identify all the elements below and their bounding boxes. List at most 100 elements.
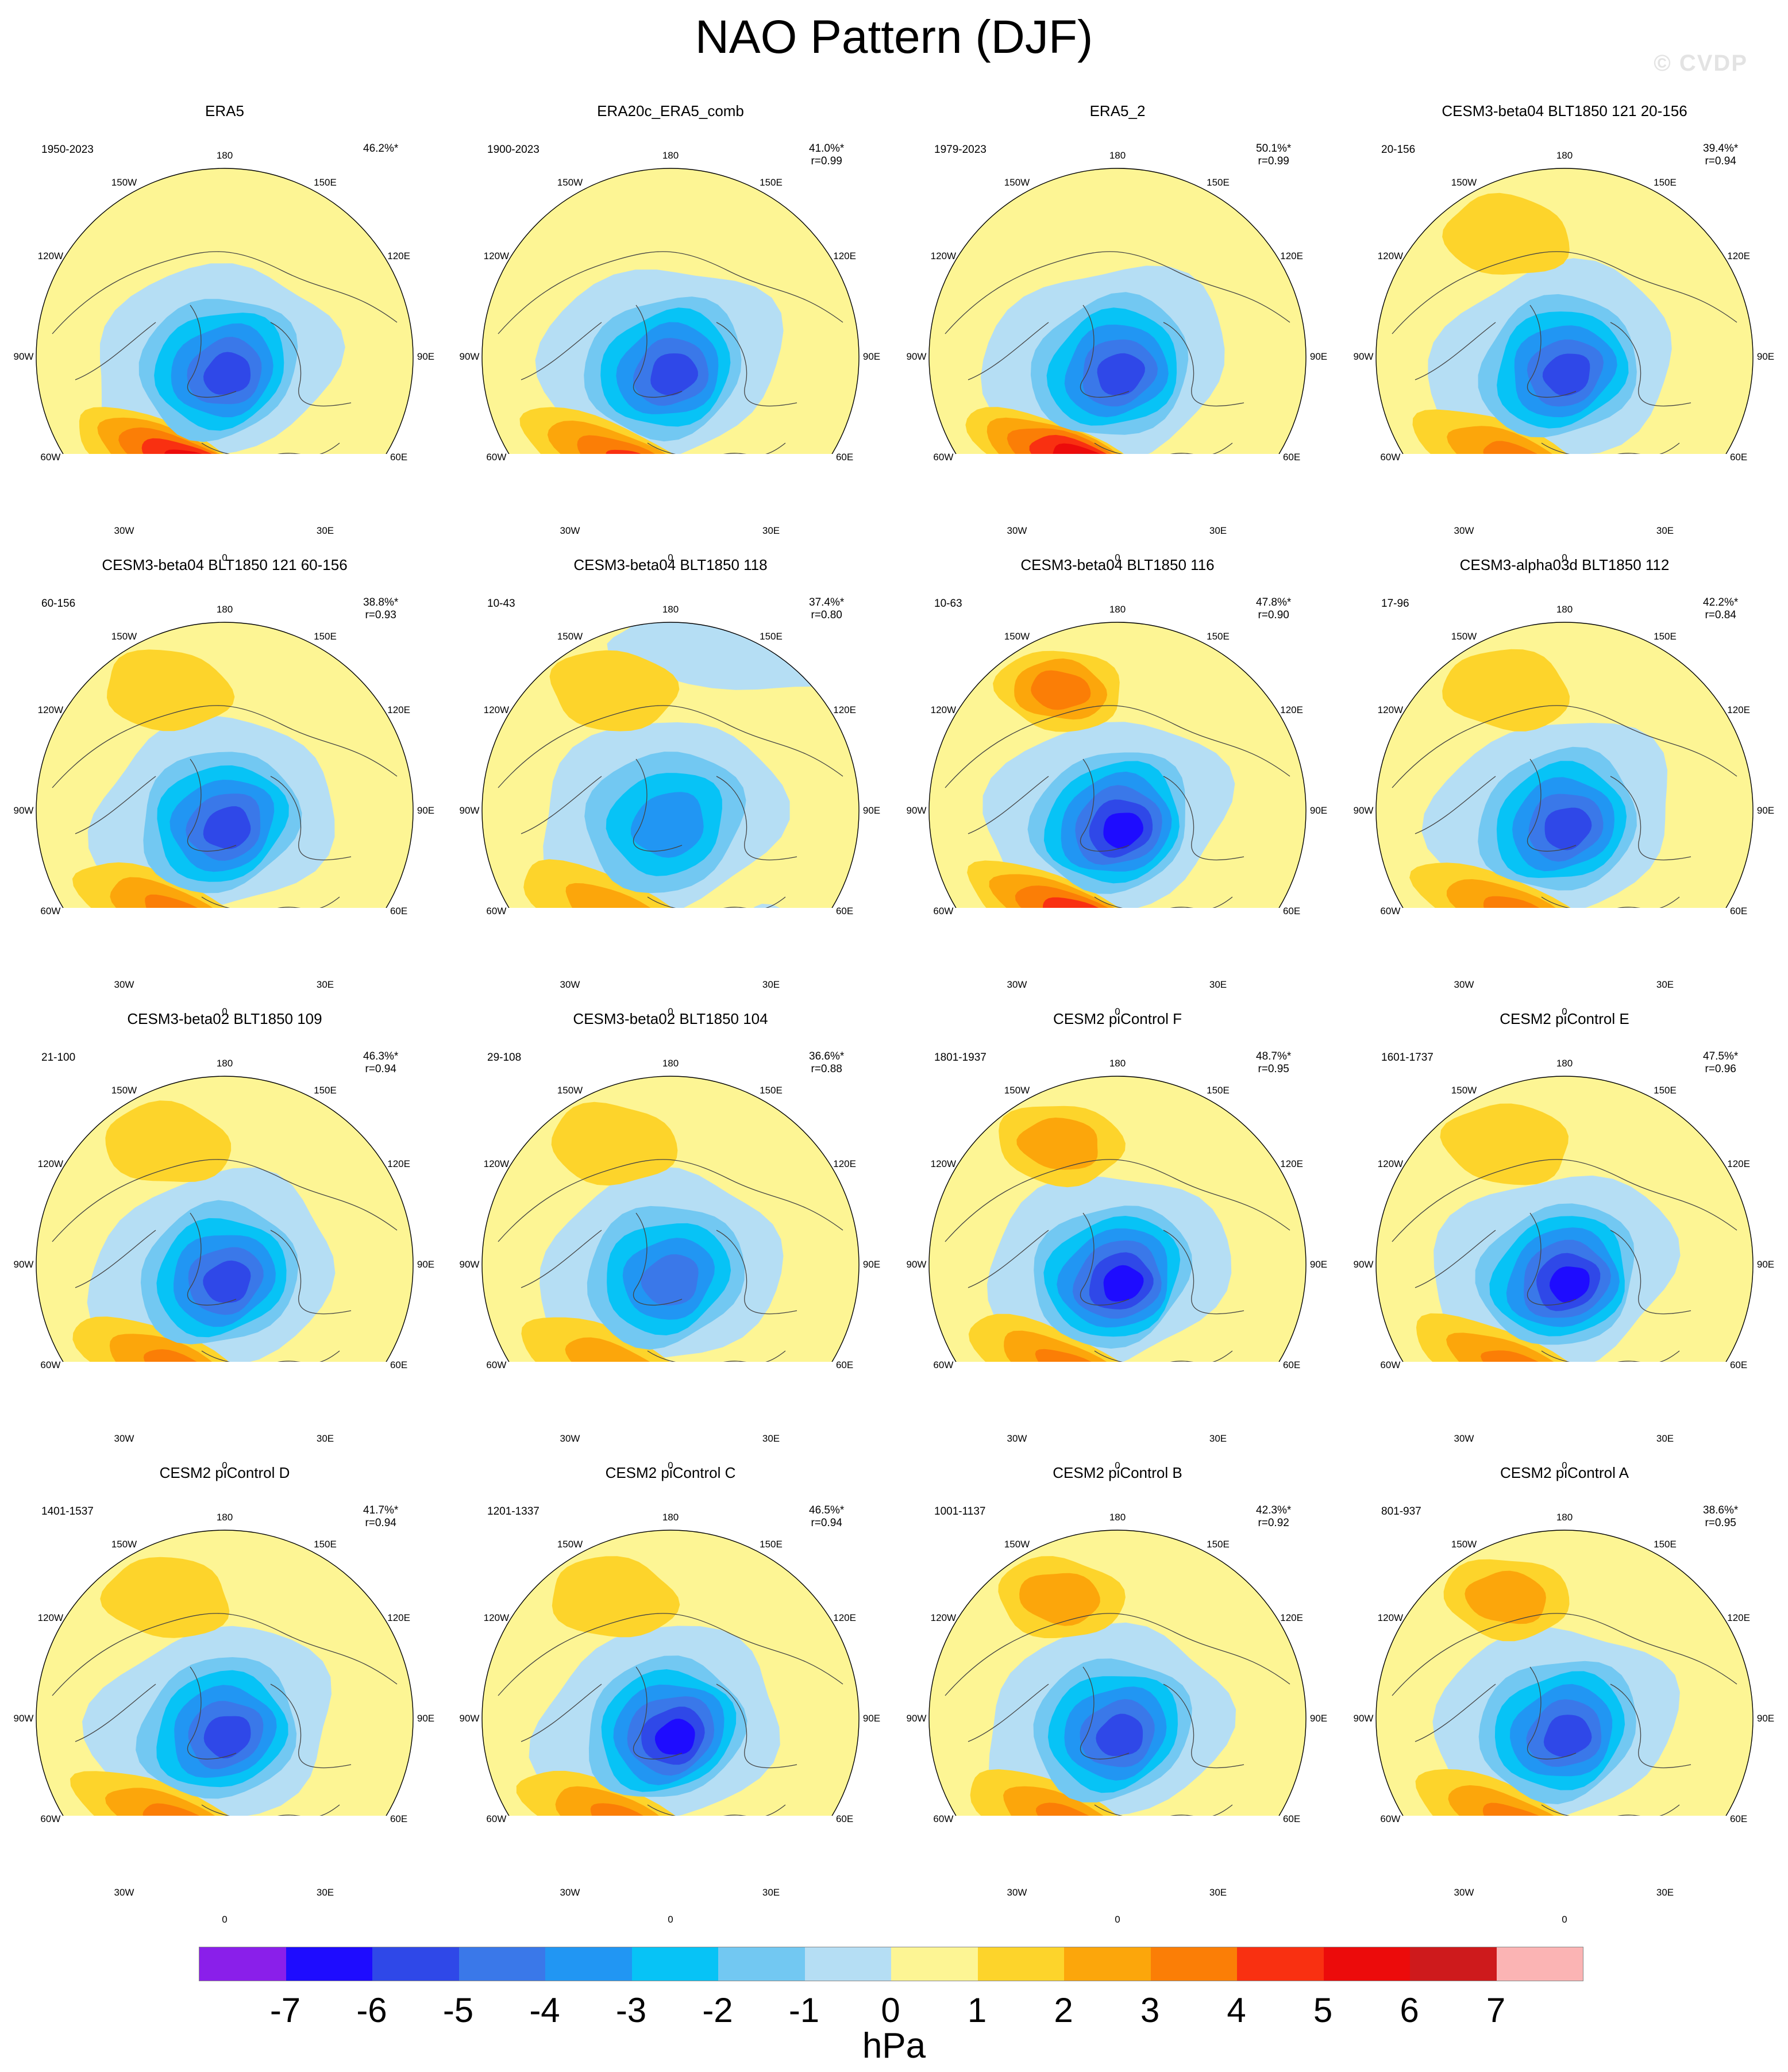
longitude-label: 30W — [114, 1433, 134, 1445]
map-boundary — [1375, 1530, 1754, 1816]
longitude-label: 30E — [316, 979, 334, 991]
longitude-label: 90W — [13, 351, 34, 362]
colorbar-tick-label: 0 — [881, 1991, 900, 2029]
coastline — [75, 1684, 156, 1742]
coastline — [1527, 1212, 1577, 1306]
longitude-label: 120W — [37, 704, 64, 715]
pattern-correlation: r=0.95 — [1705, 1517, 1736, 1529]
longitude-label: 150W — [557, 1084, 583, 1096]
colorbar-swatch — [1410, 1947, 1497, 1981]
positive-contour — [1016, 1118, 1098, 1170]
positive-contour — [1448, 1785, 1583, 1816]
colorbar-tick-label: 1 — [967, 1991, 987, 2029]
positive-contour — [1440, 1103, 1569, 1185]
longitude-label: 120W — [930, 704, 957, 715]
longitude-label: 90W — [13, 805, 34, 816]
longitude-label: 120W — [930, 1158, 957, 1169]
longitude-label: 120W — [483, 1158, 510, 1169]
longitude-label: 60E — [1282, 906, 1301, 916]
negative-contour — [1103, 812, 1143, 849]
longitude-label: 150E — [1207, 1538, 1230, 1550]
longitude-label: 30W — [560, 1433, 580, 1445]
longitude-label: 150E — [1207, 176, 1230, 188]
pattern-correlation: r=0.94 — [365, 1517, 396, 1529]
negative-contour — [1543, 1715, 1592, 1757]
longitude-label: 150W — [1004, 176, 1030, 188]
longitude-label: 90E — [1309, 351, 1328, 362]
positive-contour — [143, 1349, 226, 1362]
coastline — [647, 1350, 786, 1362]
longitude-label: 120E — [1727, 251, 1750, 261]
longitude-label: 60W — [40, 906, 61, 916]
longitude-label: 150E — [1654, 1084, 1677, 1096]
colorbar-swatch — [718, 1947, 805, 1981]
coastline — [270, 776, 352, 861]
coastline — [201, 442, 340, 454]
coastline — [1541, 1804, 1680, 1816]
longitude-label: 150E — [314, 1084, 337, 1096]
polar-map — [36, 168, 414, 454]
coastline — [945, 1613, 1290, 1696]
map-boundary — [36, 168, 414, 454]
panel-title: ERA5 — [205, 102, 244, 120]
coastline — [498, 1159, 843, 1242]
longitude-label: 60W — [933, 452, 954, 463]
map-panel: CESM2 piControl F 1801-1937 48.7%* r=0.95 18… — [894, 908, 1341, 1471]
coastline — [716, 1230, 797, 1315]
longitude-label: 90E — [1756, 1713, 1775, 1724]
polar-map — [481, 168, 860, 454]
coastline — [1610, 1230, 1691, 1315]
longitude-label: 30E — [1209, 1887, 1227, 1898]
coastline — [187, 1666, 237, 1760]
longitude-label: 30W — [1454, 979, 1474, 991]
longitude-label: 90W — [459, 1713, 480, 1724]
longitude-label: 30E — [316, 525, 334, 537]
longitude-label: 90W — [906, 1259, 927, 1270]
longitude-label: 180 — [1556, 1512, 1573, 1523]
coastline — [716, 1684, 797, 1769]
panel-stats: 46.3%* r=0.94 — [363, 1050, 398, 1076]
longitude-label: 90W — [459, 1259, 480, 1270]
panel-title: ERA20c_ERA5_comb — [597, 102, 744, 120]
longitude-label: 90E — [1756, 351, 1775, 362]
longitude-label: 150E — [1207, 630, 1230, 642]
colorbar-tick-label: 6 — [1400, 1991, 1419, 2029]
longitude-label: 150W — [1451, 1084, 1477, 1096]
panel-title: CESM3-beta04 BLT1850 121 20-156 — [1442, 102, 1687, 120]
colorbar-swatch — [458, 1947, 545, 1981]
longitude-label: 120E — [833, 251, 856, 261]
longitude-label: 0 — [1115, 1914, 1120, 1925]
longitude-label: 120E — [1280, 1612, 1303, 1623]
panel-stats: 38.6%* r=0.95 — [1703, 1504, 1738, 1530]
coastline — [1415, 322, 1496, 380]
positive-contour — [552, 1556, 680, 1638]
panel-stats: 36.6%* r=0.88 — [809, 1050, 844, 1076]
pattern-correlation: r=0.93 — [365, 609, 396, 621]
longitude-label: 30W — [114, 525, 134, 537]
coastline — [1163, 1684, 1244, 1769]
coastline — [1610, 1684, 1691, 1769]
panel-stats: 38.8%* r=0.93 — [363, 596, 398, 622]
longitude-label: 90W — [13, 1713, 34, 1724]
longitude-label: 0 — [1562, 1460, 1567, 1471]
longitude-label: 120W — [930, 251, 957, 261]
coastline — [945, 251, 1290, 334]
longitude-label: 90W — [1353, 805, 1374, 816]
longitude-label: 30W — [1007, 1433, 1027, 1445]
longitude-label: 60E — [835, 1359, 854, 1370]
colorbar-swatch — [631, 1947, 718, 1981]
coastline — [75, 776, 156, 834]
colorbar-swatch — [1323, 1947, 1410, 1981]
variance-explained: 50.1%* — [1256, 143, 1292, 155]
negative-contour — [203, 1716, 251, 1759]
longitude-label: 90W — [459, 805, 480, 816]
positive-contour — [1465, 1570, 1546, 1624]
longitude-label: 120E — [1727, 704, 1750, 715]
map-panel: CESM2 piControl B 1001-1137 42.3%* r=0.92 18… — [894, 1362, 1341, 1925]
colorbar-swatch — [977, 1947, 1064, 1981]
map-boundary — [481, 622, 860, 908]
polar-map — [481, 622, 860, 908]
longitude-label: 180 — [1109, 1512, 1126, 1523]
longitude-label: 60E — [1729, 906, 1748, 916]
map-panel: CESM3-beta04 BLT1850 116 10-63 47.8%* r=0.9… — [894, 454, 1341, 1017]
